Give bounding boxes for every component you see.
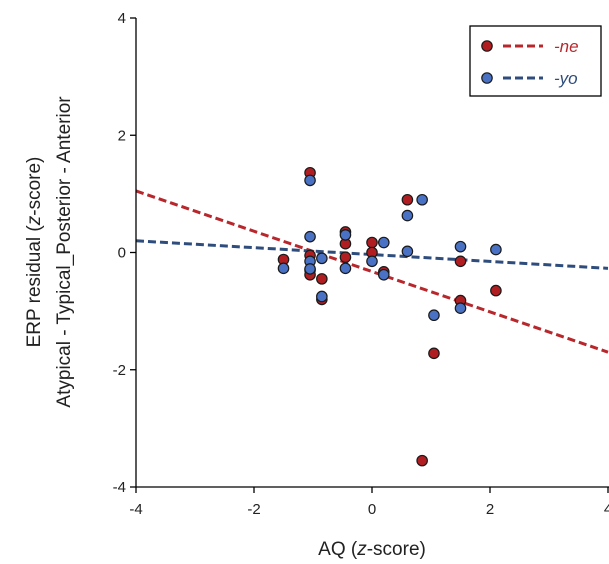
trend-line-1 [136,239,609,270]
data-points [277,166,502,467]
data-point-series-1 [454,302,467,314]
data-point-series-0 [428,347,440,360]
data-point-series-1 [339,229,352,241]
y-tick-label: 0 [118,245,126,262]
data-point-series-1 [428,309,440,322]
legend-box [469,25,602,97]
x-tick-label: 2 [486,501,494,518]
legend-marker-0 [481,40,493,52]
data-point-series-0 [454,255,467,268]
data-point-series-1 [304,230,316,243]
data-point-series-1 [316,252,328,265]
data-point-series-1 [377,268,390,281]
y-tick-label: -4 [113,479,126,496]
data-point-series-1 [416,193,428,206]
data-point-series-1 [401,245,414,258]
x-tick-label: 4 [604,501,609,518]
data-point-series-1 [454,240,467,253]
data-point-series-1 [366,255,378,268]
data-point-series-1 [304,174,316,187]
y-tick-label: 2 [118,127,126,144]
data-point-series-1 [401,209,414,222]
trend-line-0 [136,189,609,354]
data-point-series-0 [339,251,352,263]
data-point-series-0 [416,454,428,467]
y-tick-label: 4 [118,10,126,27]
y-tick-label: -2 [113,362,126,379]
data-point-series-0 [316,273,328,285]
data-point-series-1 [304,263,316,275]
data-point-series-1 [490,243,502,256]
trend-lines [136,189,609,354]
y-axis-title-line1: ERP residual (z-score) [24,157,45,348]
legend: -ne -yo [469,25,602,97]
x-tick-label: -4 [129,501,142,518]
data-point-series-1 [339,262,352,275]
y-axis-title-line2: Atypical - Typical_Posterior - Anterior [54,96,75,408]
legend-label-1: -yo [554,69,578,88]
legend-marker-1 [481,72,493,84]
x-axis-ticks: -4 -2 0 2 4 [129,487,609,518]
data-point-series-1 [277,262,290,275]
x-axis-title: AQ (z-score) [318,539,426,560]
data-point-series-0 [366,236,378,249]
y-axis-ticks: 4 2 0 -2 -4 [113,10,136,496]
x-tick-label: -2 [247,501,260,518]
data-point-series-1 [377,236,390,249]
data-point-series-0 [401,193,414,206]
legend-label-0: -ne [554,37,579,56]
data-point-series-1 [316,290,328,303]
data-point-series-0 [490,284,502,297]
x-tick-label: 0 [368,501,376,518]
